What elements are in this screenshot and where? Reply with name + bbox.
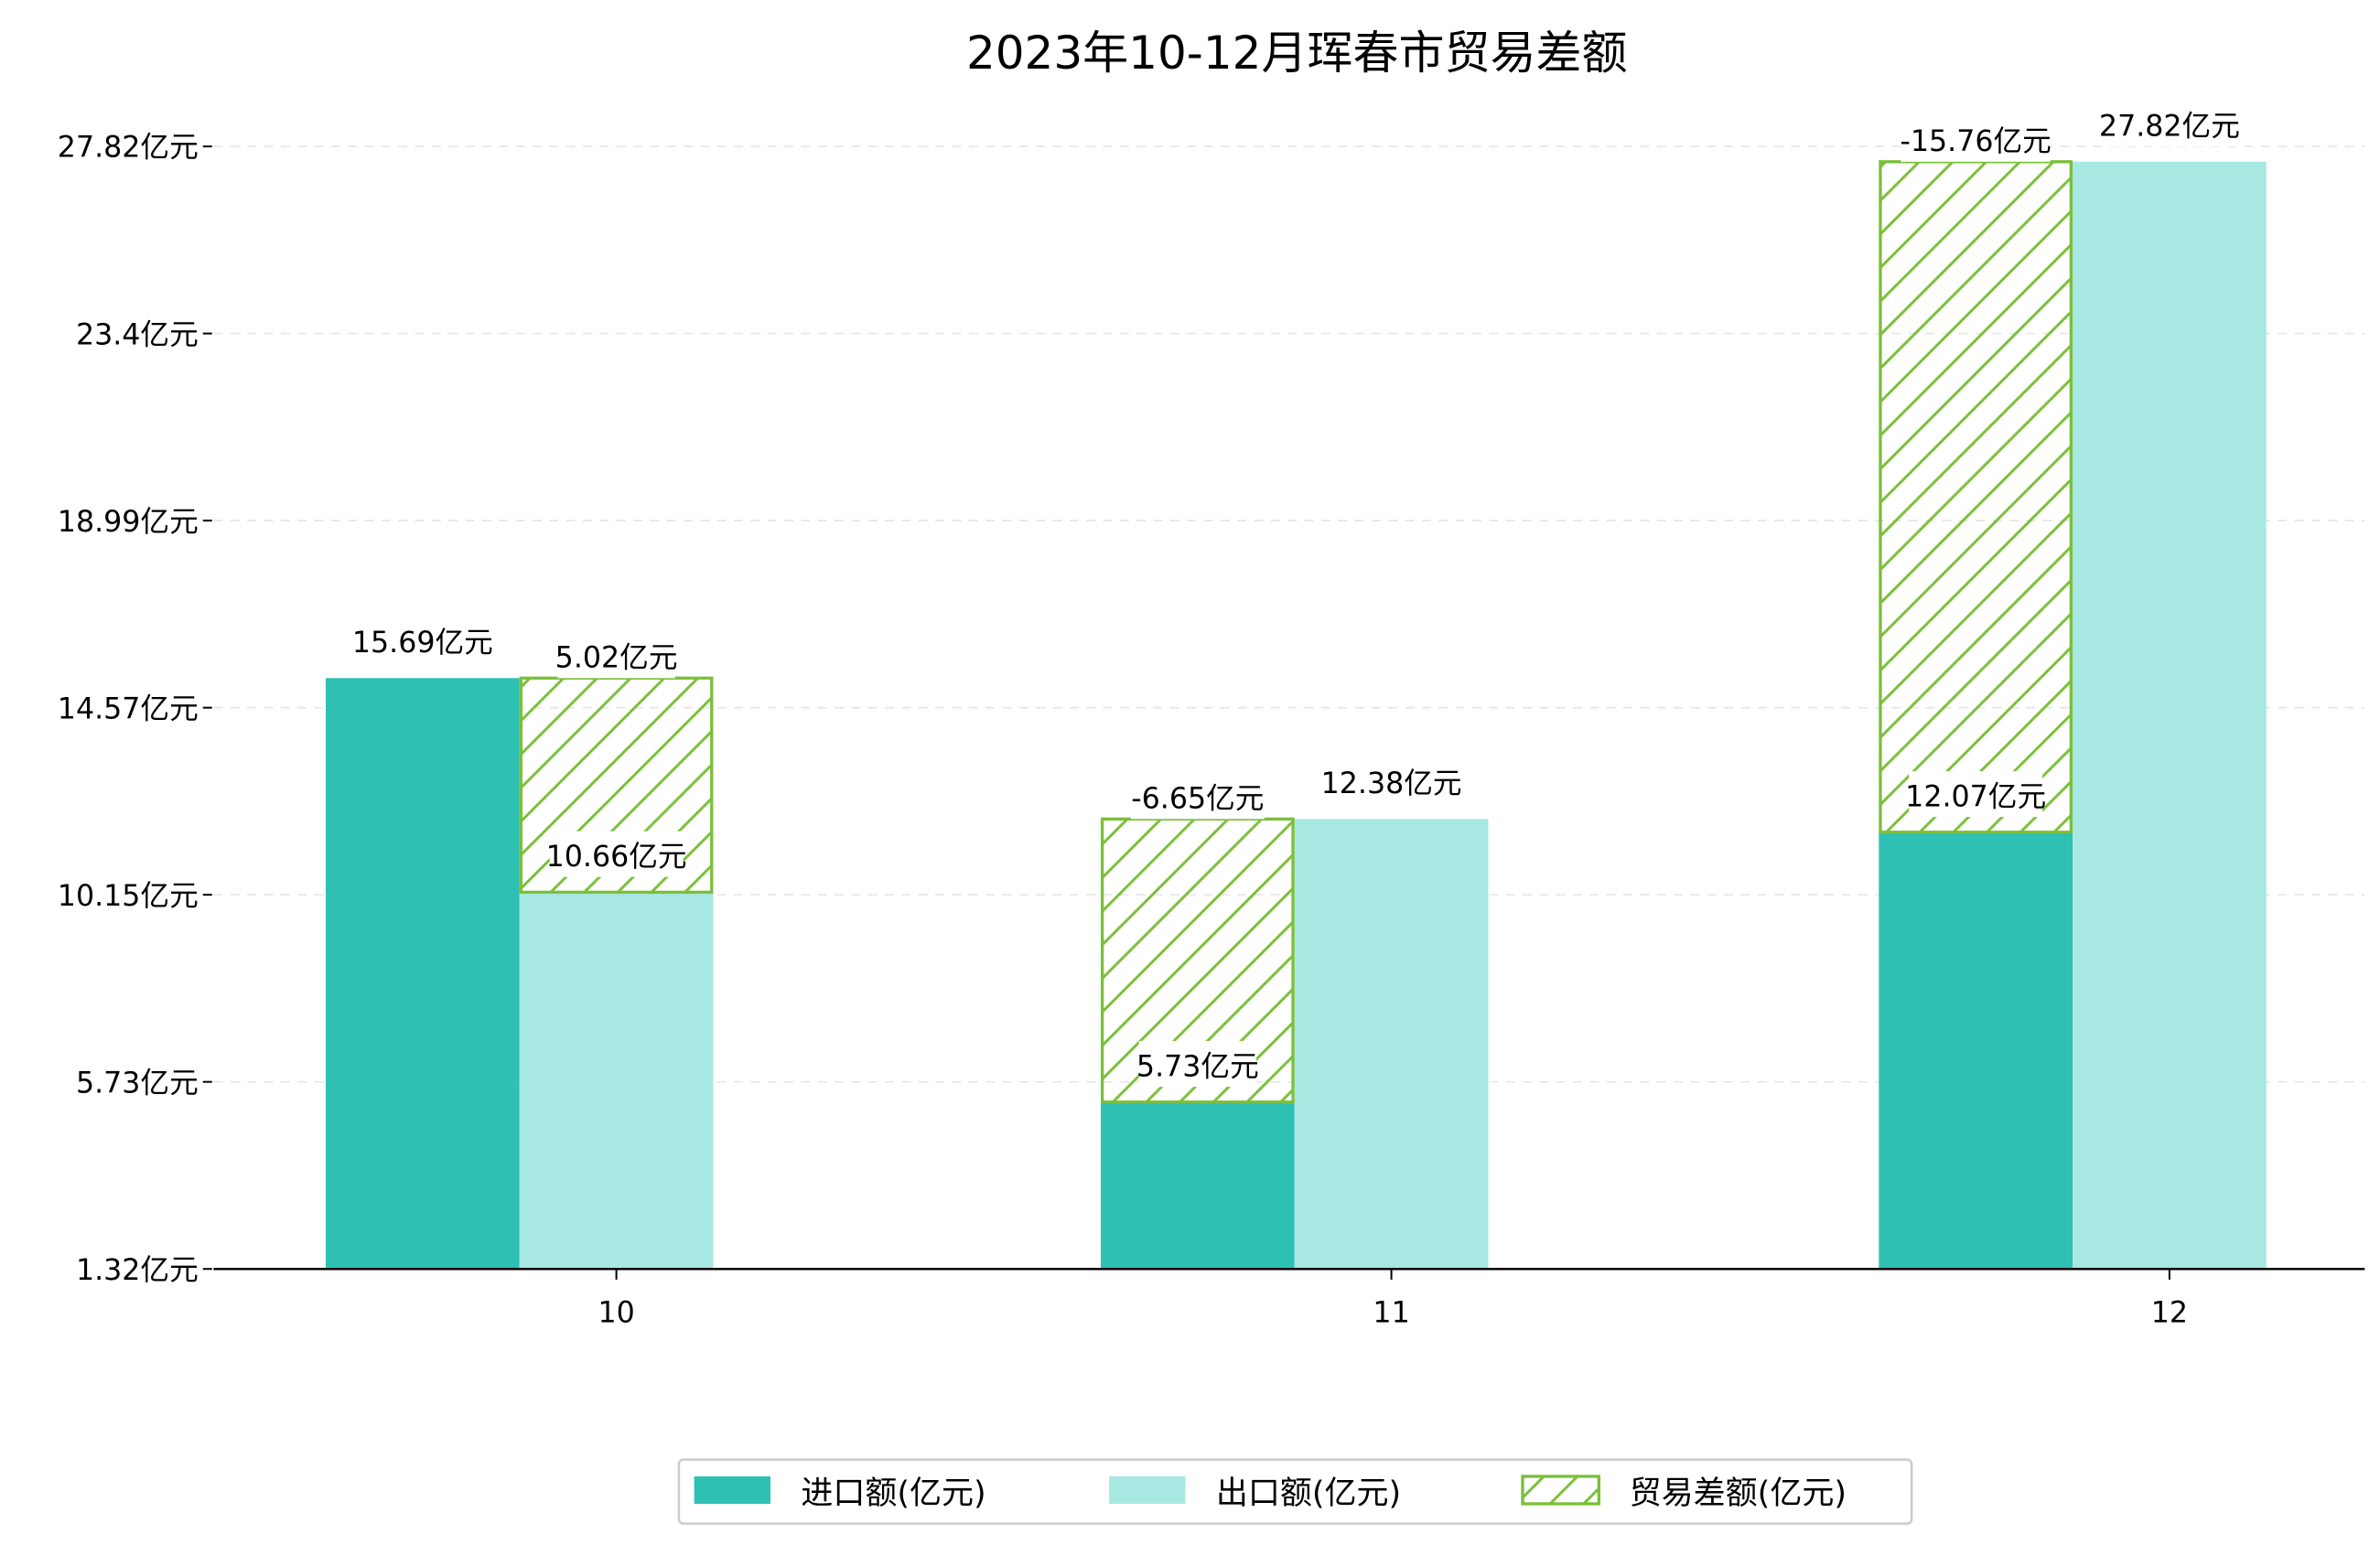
export-label-bg [1324,757,1459,804]
x-tick-label: 12 [2151,1297,2188,1330]
y-tick-label: 18.99亿元 [58,506,199,539]
import-label-bg [1909,771,2043,818]
export-label-bg [2102,101,2236,147]
y-tick-label: 5.73亿元 [76,1067,199,1100]
trade-balance-label-bg [1130,773,1265,820]
x-tick-label: 10 [598,1297,634,1330]
trade-balance-label: 5.02亿元 [555,642,678,675]
export-bar [519,892,714,1270]
import-label-bg [355,617,490,663]
trade-balance-label-bg [557,632,675,679]
y-tick-label: 14.57亿元 [58,692,199,725]
y-tick-label: 1.32亿元 [76,1254,199,1287]
trade-balance-label-bg [1901,115,2051,162]
legend-label: 出口额(亿元) [1216,1475,1401,1512]
import-bar [325,678,520,1270]
export-label: 27.82亿元 [2099,110,2240,143]
import-label-bg [1138,1041,1257,1088]
export-label: 10.66亿元 [546,841,687,874]
import-label: 15.69亿元 [352,627,493,660]
export-label: 12.38亿元 [1321,767,1462,800]
export-bar [2073,161,2267,1270]
x-tick-label: 11 [1373,1297,1409,1330]
legend: 进口额(亿元) 出口额(亿元) 贸易差额(亿元) [677,1458,1913,1525]
import-bar [1879,832,2073,1270]
trade-balance-bar [1879,160,2073,834]
y-tick-label: 10.15亿元 [58,880,199,913]
legend-label: 进口额(亿元) [801,1475,985,1512]
export-label-bg [549,831,684,877]
import-bar [1100,1101,1295,1270]
chart-title: 2023年10-12月珲春市贸易差额 [966,27,1628,80]
trade-balance-label: -6.65亿元 [1131,783,1264,816]
import-label: 5.73亿元 [1136,1050,1259,1083]
legend-swatch [1109,1475,1186,1504]
legend-swatch-trade-balance [1521,1475,1601,1506]
y-tick-label: 23.4亿元 [76,318,199,351]
import-label: 12.07亿元 [1905,780,2046,813]
legend-label: 贸易差额(亿元) [1630,1475,1847,1512]
trade-balance-label: -15.76亿元 [1900,125,2051,158]
y-tick-label: 27.82亿元 [58,132,199,165]
export-bar [1294,819,1489,1270]
legend-frame [677,1458,1913,1525]
legend-swatch [694,1475,770,1504]
